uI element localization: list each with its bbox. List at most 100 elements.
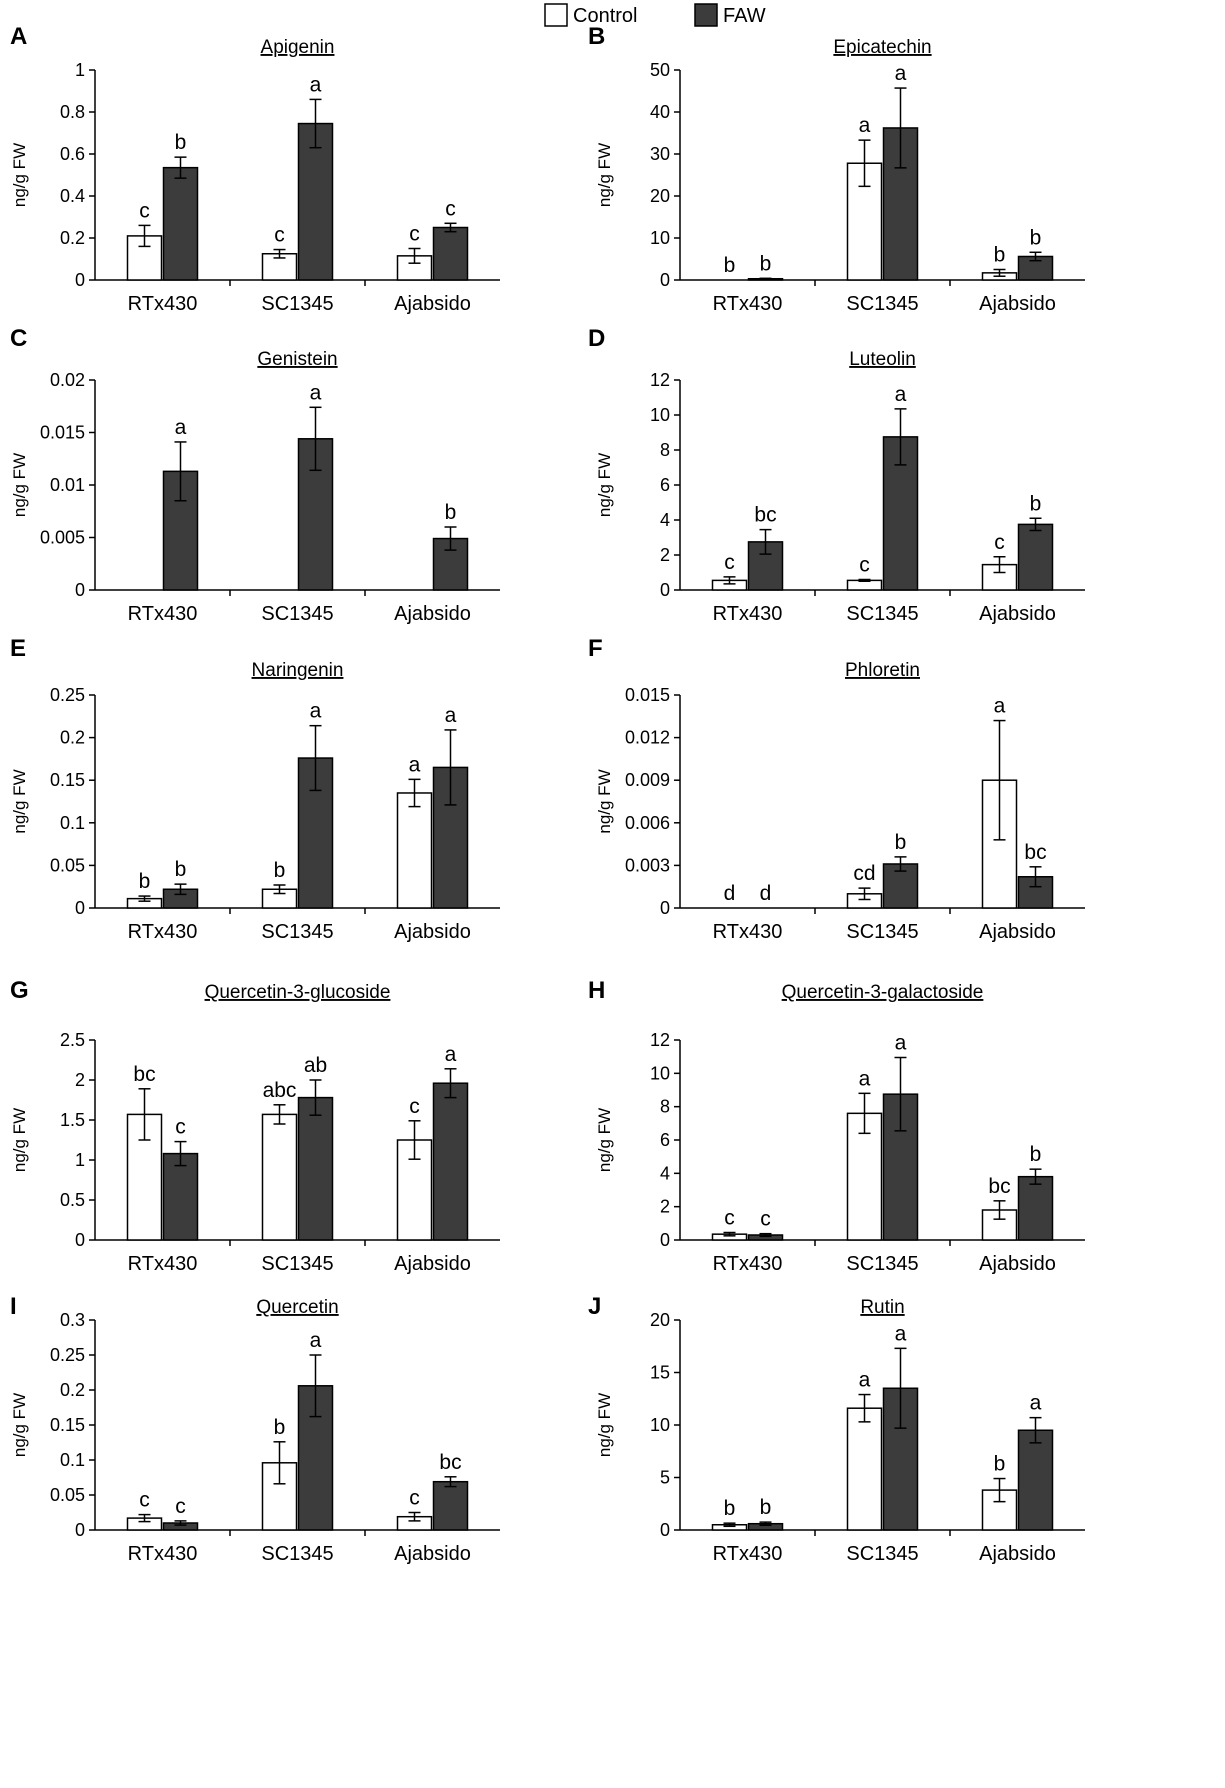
chart-panel-g: G Quercetin-3-glucoside ng/g FW 0 0.5 1 1.5 2 2.… bbox=[10, 977, 500, 1275]
chart-title-b: Epicatechin bbox=[833, 37, 931, 58]
y-tick-label-e-3: 0.15 bbox=[50, 770, 85, 790]
error-bar-j-control-sc1345 bbox=[858, 1393, 871, 1423]
sig-label-i-faw-rtx430: c bbox=[175, 1495, 186, 1518]
sig-label-h-faw-ajabsido: b bbox=[1030, 1143, 1042, 1166]
error-bar-c-faw-ajabsido bbox=[444, 526, 457, 551]
y-axis-label-j: ng/g FW bbox=[595, 1393, 614, 1457]
error-bar-d-faw-rtx430 bbox=[759, 528, 772, 555]
sig-label-j-control-sc1345: a bbox=[859, 1369, 871, 1392]
error-bar-j-faw-sc1345 bbox=[894, 1347, 907, 1429]
error-bar-f-control-sc1345 bbox=[858, 887, 871, 901]
bar-i-faw-sc1345 bbox=[297, 1385, 334, 1531]
y-tick-label-i-0: 0 bbox=[75, 1520, 85, 1540]
y-tick-label-a-1: 0.2 bbox=[60, 228, 85, 248]
sig-label-b-control-rtx430: b bbox=[724, 254, 736, 277]
y-tick-label-h-3: 6 bbox=[660, 1130, 670, 1150]
error-bar-e-control-sc1345 bbox=[273, 884, 286, 895]
sig-label-e-faw-rtx430: b bbox=[175, 858, 187, 881]
error-bar-f-control-ajabsido bbox=[993, 719, 1006, 841]
category-label-g-ajabsido: Ajabsido bbox=[394, 1253, 471, 1275]
category-label-f-rtx430: RTx430 bbox=[713, 921, 783, 943]
y-tick-label-i-5: 0.25 bbox=[50, 1345, 85, 1365]
y-tick-label-h-6: 12 bbox=[650, 1030, 670, 1050]
category-label-g-rtx430: RTx430 bbox=[128, 1253, 198, 1275]
legend-faw-label: FAW bbox=[723, 5, 766, 27]
error-bar-c-faw-rtx430 bbox=[174, 441, 187, 502]
error-bar-e-control-ajabsido bbox=[408, 778, 421, 808]
legend-faw-swatch bbox=[694, 3, 718, 27]
sig-label-c-faw-ajabsido: b bbox=[445, 501, 457, 524]
error-bar-h-faw-ajabsido bbox=[1029, 1168, 1042, 1185]
category-label-h-ajabsido: Ajabsido bbox=[979, 1253, 1056, 1275]
bar-h-faw-ajabsido bbox=[1017, 1175, 1054, 1241]
category-label-d-rtx430: RTx430 bbox=[713, 603, 783, 625]
category-label-i-sc1345: SC1345 bbox=[261, 1543, 333, 1565]
error-bar-a-control-rtx430 bbox=[138, 224, 151, 248]
category-label-j-rtx430: RTx430 bbox=[713, 1543, 783, 1565]
sig-label-f-faw-ajabsido: bc bbox=[1024, 841, 1046, 864]
y-tick-label-d-2: 4 bbox=[660, 510, 670, 530]
bar-h-control-sc1345 bbox=[846, 1112, 883, 1241]
category-label-b-ajabsido: Ajabsido bbox=[979, 293, 1056, 315]
chart-title-e: Naringenin bbox=[252, 660, 344, 681]
sig-label-f-control-sc1345: cd bbox=[853, 862, 875, 885]
category-label-c-sc1345: SC1345 bbox=[261, 603, 333, 625]
y-tick-label-b-4: 40 bbox=[650, 102, 670, 122]
category-label-c-ajabsido: Ajabsido bbox=[394, 603, 471, 625]
chart-panel-f: F Phloretin ng/g FW 0 0.003 0.006 0.009 0.012 0.… bbox=[588, 635, 1085, 943]
panel-letter-g: G bbox=[10, 977, 29, 1004]
sig-label-d-control-ajabsido: c bbox=[994, 531, 1005, 554]
y-tick-label-b-5: 50 bbox=[650, 60, 670, 80]
bar-h-faw-sc1345 bbox=[882, 1093, 919, 1241]
category-label-g-sc1345: SC1345 bbox=[261, 1253, 333, 1275]
y-tick-label-g-4: 2 bbox=[75, 1070, 85, 1090]
sig-label-h-faw-sc1345: a bbox=[895, 1032, 907, 1055]
bar-g-faw-ajabsido bbox=[432, 1082, 469, 1241]
category-label-e-ajabsido: Ajabsido bbox=[394, 921, 471, 943]
sig-label-h-faw-rtx430: c bbox=[760, 1208, 771, 1231]
panel-letter-a: A bbox=[10, 23, 27, 50]
error-bar-g-control-ajabsido bbox=[408, 1120, 421, 1160]
y-axis-label-d: ng/g FW bbox=[595, 453, 614, 517]
y-tick-label-f-0: 0 bbox=[660, 898, 670, 918]
y-tick-label-b-2: 20 bbox=[650, 186, 670, 206]
y-tick-label-j-0: 0 bbox=[660, 1520, 670, 1540]
error-bar-f-faw-ajabsido bbox=[1029, 866, 1042, 888]
category-label-a-sc1345: SC1345 bbox=[261, 293, 333, 315]
y-tick-label-h-4: 8 bbox=[660, 1097, 670, 1117]
bar-g-faw-sc1345 bbox=[297, 1096, 334, 1241]
y-tick-label-e-2: 0.1 bbox=[60, 813, 85, 833]
category-label-h-sc1345: SC1345 bbox=[846, 1253, 918, 1275]
sig-label-a-control-sc1345: c bbox=[274, 224, 285, 247]
chart-title-i: Quercetin bbox=[256, 1297, 338, 1318]
bar-i-faw-ajabsido bbox=[432, 1480, 469, 1531]
sig-label-a-control-ajabsido: c bbox=[409, 223, 420, 246]
y-tick-label-c-1: 0.005 bbox=[40, 528, 85, 548]
chart-title-a: Apigenin bbox=[261, 37, 335, 58]
sig-label-d-faw-sc1345: a bbox=[895, 383, 907, 406]
bar-a-faw-rtx430 bbox=[162, 166, 199, 281]
error-bar-c-faw-sc1345 bbox=[309, 406, 322, 472]
category-label-f-sc1345: SC1345 bbox=[846, 921, 918, 943]
y-tick-label-i-4: 0.2 bbox=[60, 1380, 85, 1400]
y-axis-label-e: ng/g FW bbox=[10, 769, 29, 833]
y-tick-label-h-0: 0 bbox=[660, 1230, 670, 1250]
y-tick-label-i-6: 0.3 bbox=[60, 1310, 85, 1330]
sig-label-j-control-ajabsido: b bbox=[994, 1453, 1006, 1476]
bar-j-faw-ajabsido bbox=[1017, 1429, 1054, 1531]
error-bar-h-control-sc1345 bbox=[858, 1092, 871, 1135]
y-tick-label-e-0: 0 bbox=[75, 898, 85, 918]
error-bar-i-faw-rtx430 bbox=[174, 1520, 187, 1526]
y-tick-label-g-5: 2.5 bbox=[60, 1030, 85, 1050]
error-bar-a-faw-sc1345 bbox=[309, 98, 322, 149]
panel-letter-h: H bbox=[588, 977, 605, 1004]
sig-label-f-control-ajabsido: a bbox=[994, 695, 1006, 718]
sig-label-e-faw-sc1345: a bbox=[310, 700, 322, 723]
chart-title-h: Quercetin-3-galactoside bbox=[782, 982, 984, 1003]
error-bar-e-faw-rtx430 bbox=[174, 883, 187, 896]
sig-label-j-faw-ajabsido: a bbox=[1030, 1392, 1042, 1415]
sig-label-d-faw-rtx430: bc bbox=[754, 504, 776, 527]
category-label-i-ajabsido: Ajabsido bbox=[394, 1543, 471, 1565]
sig-label-c-faw-rtx430: a bbox=[175, 416, 187, 439]
